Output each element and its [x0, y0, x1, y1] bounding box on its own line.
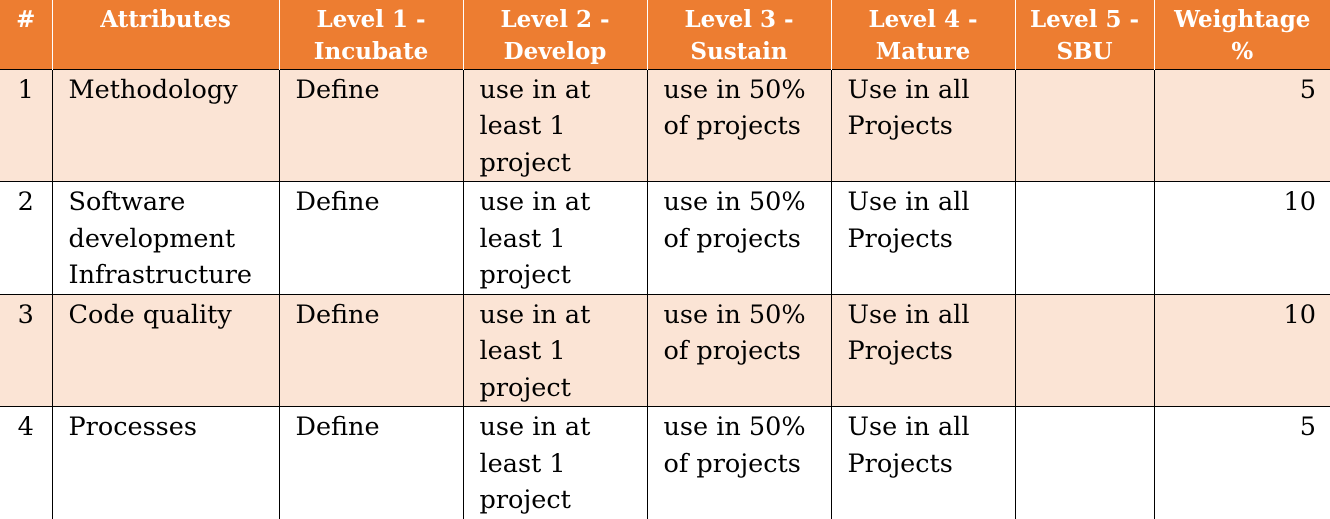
- level-3-cell: use in 50% of projects: [646, 293, 831, 407]
- header-level-1: Level 1 - Incubate: [278, 0, 463, 69]
- table-row: 4 Processes Define use in at least 1 pro…: [0, 406, 1330, 519]
- header-weightage: Weightage %: [1153, 0, 1330, 69]
- level-3-cell: use in 50% of projects: [646, 181, 831, 294]
- level-4-cell: Use in all Projects: [830, 293, 1015, 407]
- weightage-cell: 5: [1153, 406, 1330, 519]
- row-number: 3: [0, 293, 52, 407]
- table-row: 1 Methodology Define use in at least 1 p…: [0, 68, 1330, 182]
- level-1-cell: Define: [278, 68, 463, 182]
- level-2-cell: use in at least 1 project: [462, 181, 647, 294]
- level-5-cell: [1014, 293, 1154, 407]
- weightage-cell: 10: [1153, 293, 1330, 407]
- header-number: #: [0, 0, 52, 69]
- level-1-cell: Define: [278, 293, 463, 407]
- level-2-cell: use in at least 1 project: [462, 406, 647, 519]
- level-5-cell: [1014, 181, 1154, 294]
- row-number: 2: [0, 181, 52, 294]
- level-1-cell: Define: [278, 181, 463, 294]
- table-row: 3 Code quality Define use in at least 1 …: [0, 293, 1330, 407]
- header-row: # Attributes Level 1 - Incubate Level 2 …: [0, 0, 1330, 69]
- table-body: 1 Methodology Define use in at least 1 p…: [0, 68, 1330, 519]
- level-1-cell: Define: [278, 406, 463, 519]
- row-number: 1: [0, 68, 52, 182]
- level-4-cell: Use in all Projects: [830, 406, 1015, 519]
- header-attributes: Attributes: [51, 0, 279, 69]
- level-2-cell: use in at least 1 project: [462, 293, 647, 407]
- header-level-2: Level 2 - Develop: [462, 0, 647, 69]
- table-header: # Attributes Level 1 - Incubate Level 2 …: [0, 0, 1330, 69]
- level-4-cell: Use in all Projects: [830, 181, 1015, 294]
- attribute-cell: Processes: [51, 406, 279, 519]
- attribute-cell: Methodology: [51, 68, 279, 182]
- weightage-cell: 10: [1153, 181, 1330, 294]
- level-3-cell: use in 50% of projects: [646, 68, 831, 182]
- level-3-cell: use in 50% of projects: [646, 406, 831, 519]
- table-row: 2 Software development Infrastructure De…: [0, 181, 1330, 294]
- header-level-4: Level 4 - Mature: [830, 0, 1015, 69]
- level-4-cell: Use in all Projects: [830, 68, 1015, 182]
- header-level-3: Level 3 - Sustain: [646, 0, 831, 69]
- attribute-cell: Code quality: [51, 293, 279, 407]
- attribute-cell: Software development Infrastructure: [51, 181, 279, 294]
- row-number: 4: [0, 406, 52, 519]
- level-2-cell: use in at least 1 project: [462, 68, 647, 182]
- header-level-5: Level 5 - SBU: [1014, 0, 1154, 69]
- weightage-cell: 5: [1153, 68, 1330, 182]
- level-5-cell: [1014, 68, 1154, 182]
- level-5-cell: [1014, 406, 1154, 519]
